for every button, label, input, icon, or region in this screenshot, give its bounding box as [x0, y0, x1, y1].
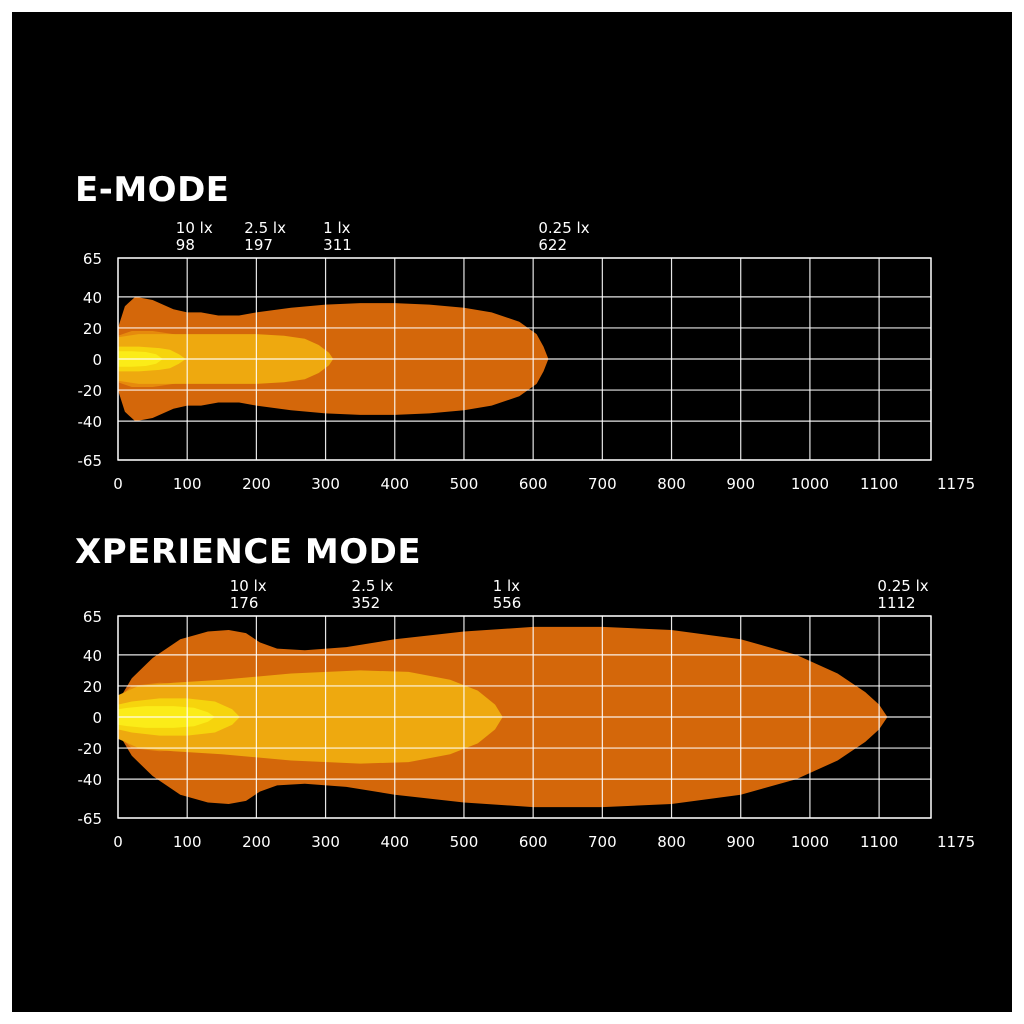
- x-tick-label: 900: [726, 475, 755, 493]
- y-tick-label: -65: [78, 452, 103, 470]
- x-tick-label: 0: [113, 475, 123, 493]
- lux-distance-label: 311: [323, 236, 352, 254]
- x-tick-label: 1175: [937, 833, 975, 851]
- x-tick-label: 200: [242, 475, 271, 493]
- y-tick-label: -40: [78, 771, 103, 789]
- x-tick-label: 500: [450, 833, 479, 851]
- y-tick-label: 20: [83, 678, 102, 696]
- y-tick-label: 40: [83, 647, 102, 665]
- y-tick-label: -20: [78, 740, 103, 758]
- lux-label: 0.25 lx: [877, 577, 928, 595]
- y-tick-label: 65: [83, 608, 102, 626]
- lux-label: 10 lx: [176, 219, 213, 237]
- chart-title: XPERIENCE MODE: [75, 532, 422, 572]
- y-tick-label: -20: [78, 382, 103, 400]
- lux-distance-label: 622: [538, 236, 567, 254]
- chart-frame: [12, 12, 1012, 1012]
- y-tick-label: 0: [92, 351, 102, 369]
- x-tick-label: 300: [311, 475, 340, 493]
- x-tick-label: 1100: [860, 475, 898, 493]
- plot-border: [117, 257, 932, 461]
- x-tick-label: 800: [657, 833, 686, 851]
- x-tick-label: 400: [380, 833, 409, 851]
- x-tick-label: 200: [242, 833, 271, 851]
- x-tick-label: 1100: [860, 833, 898, 851]
- lux-label: 0.25 lx: [538, 219, 589, 237]
- lux-label: 1 lx: [493, 577, 520, 595]
- y-tick-label: -40: [78, 413, 103, 431]
- x-tick-label: 900: [726, 833, 755, 851]
- lux-distance-label: 556: [493, 594, 522, 612]
- lux-label: 2.5 lx: [352, 577, 394, 595]
- y-tick-label: 20: [83, 320, 102, 338]
- plot-e-mode: 0 100 200 300 400 500 600 700 800 900 1000 1100 1175…: [78, 219, 976, 493]
- lux-distance-label: 352: [352, 594, 381, 612]
- lux-label: 1 lx: [323, 219, 350, 237]
- lux-label: 2.5 lx: [244, 219, 286, 237]
- lux-label: 10 lx: [230, 577, 267, 595]
- lux-distance-label: 1112: [877, 594, 915, 612]
- lux-distance-label: 176: [230, 594, 259, 612]
- x-tick-label: 1000: [791, 475, 829, 493]
- chart-title: E-MODE: [75, 170, 230, 210]
- x-tick-label: 300: [311, 833, 340, 851]
- x-tick-label: 500: [450, 475, 479, 493]
- plot-border: [117, 615, 932, 819]
- y-tick-label: 40: [83, 289, 102, 307]
- x-tick-label: 400: [380, 475, 409, 493]
- x-tick-label: 600: [519, 475, 548, 493]
- x-tick-label: 800: [657, 475, 686, 493]
- lux-distance-label: 197: [244, 236, 273, 254]
- lux-distance-label: 98: [176, 236, 195, 254]
- x-tick-label: 700: [588, 833, 617, 851]
- y-tick-label: 65: [83, 250, 102, 268]
- x-tick-label: 100: [173, 475, 202, 493]
- x-tick-label: 1175: [937, 475, 975, 493]
- x-tick-label: 0: [113, 833, 123, 851]
- x-tick-label: 600: [519, 833, 548, 851]
- y-tick-label: -65: [78, 810, 103, 828]
- x-tick-label: 1000: [791, 833, 829, 851]
- x-tick-label: 700: [588, 475, 617, 493]
- x-tick-label: 100: [173, 833, 202, 851]
- y-tick-label: 0: [92, 709, 102, 727]
